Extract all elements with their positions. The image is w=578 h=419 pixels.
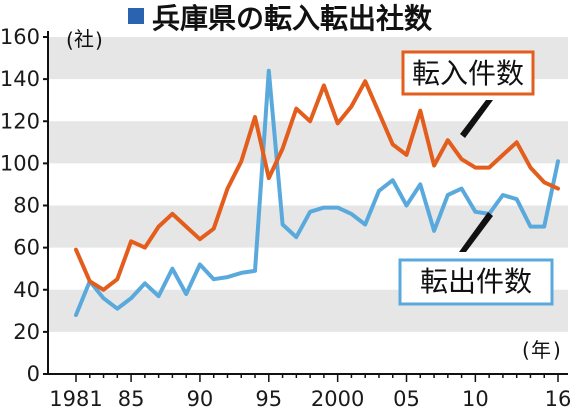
svg-text:年: 年 xyxy=(531,338,551,362)
svg-text:社: 社 xyxy=(74,27,94,51)
x-tick-label: 85 xyxy=(118,387,145,411)
y-tick-label: 100 xyxy=(0,151,40,175)
svg-text:): ) xyxy=(553,338,561,362)
y-unit-label: ( 社 ) xyxy=(66,27,103,52)
x-tick-label: 2000 xyxy=(311,387,364,411)
y-tick-label: 80 xyxy=(13,194,40,218)
x-tick-label: 1981 xyxy=(49,387,102,411)
x-tick-labels: 1981 85 90 95 2000 05 10 16 xyxy=(49,374,571,411)
svg-text:(: ( xyxy=(66,28,74,52)
y-tick-label: 40 xyxy=(13,278,40,302)
outflow-callout: 転出件数 xyxy=(398,212,554,306)
y-tick-label: 20 xyxy=(13,320,40,344)
title-marker-icon xyxy=(128,8,144,24)
x-unit-label: ( 年 ) xyxy=(522,338,561,362)
axes xyxy=(47,31,568,375)
chart-title: 兵庫県の転入転出社数 xyxy=(152,2,433,35)
x-tick-label: 05 xyxy=(393,387,420,411)
x-tick-label: 90 xyxy=(187,387,214,411)
x-tick-label: 95 xyxy=(255,387,282,411)
series-lines xyxy=(74,68,560,317)
inflow-label: 転入件数 xyxy=(412,57,524,90)
x-tick-label: 10 xyxy=(462,387,489,411)
inflow-callout: 転入件数 xyxy=(401,50,535,138)
y-tick-label: 140 xyxy=(0,67,40,91)
y-tick-label: 60 xyxy=(13,236,40,260)
svg-text:): ) xyxy=(95,28,103,52)
svg-text:(: ( xyxy=(522,338,530,362)
outflow-label: 転出件数 xyxy=(420,265,532,298)
series-line-outflow xyxy=(74,68,560,317)
y-tick-label: 120 xyxy=(0,109,40,133)
x-tick-label: 16 xyxy=(545,387,572,411)
series-line-inflow xyxy=(74,79,560,292)
y-tick-labels: 0 20 40 60 80 100 120 140 160 xyxy=(0,25,48,386)
y-tick-label: 160 xyxy=(0,25,40,49)
y-tick-label: 0 xyxy=(27,362,40,386)
grid-band xyxy=(48,121,568,164)
